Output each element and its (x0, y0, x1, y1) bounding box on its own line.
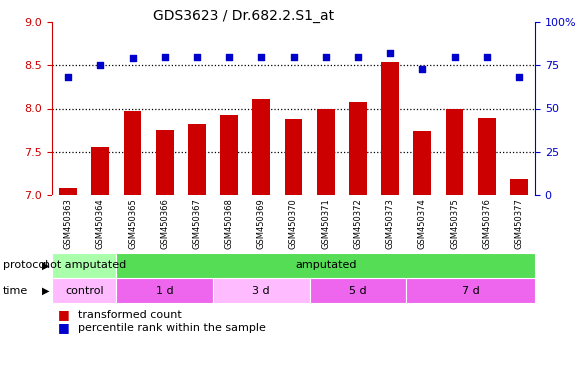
Text: ■: ■ (58, 321, 70, 334)
Text: GSM450377: GSM450377 (514, 198, 523, 249)
Text: GSM450366: GSM450366 (160, 198, 169, 249)
Text: 3 d: 3 d (252, 285, 270, 296)
Text: GSM450367: GSM450367 (193, 198, 201, 249)
Bar (124, 111, 142, 195)
Point (514, 74, 524, 80)
Bar (92, 147, 109, 195)
Bar (59, 188, 77, 195)
Bar (52, 253, 117, 278)
Bar (188, 124, 206, 195)
Bar (510, 179, 528, 195)
Point (96, 62, 105, 68)
Text: protocol: protocol (3, 260, 48, 270)
Point (160, 53, 169, 60)
Text: GSM450365: GSM450365 (128, 198, 137, 249)
Text: amputated: amputated (295, 260, 357, 270)
Bar (117, 278, 213, 303)
Text: percentile rank within the sample: percentile rank within the sample (78, 323, 266, 333)
Bar (252, 99, 270, 195)
Text: GSM450370: GSM450370 (289, 198, 298, 249)
Point (450, 53, 459, 60)
Text: GSM450364: GSM450364 (96, 198, 105, 249)
Text: GSM450369: GSM450369 (257, 198, 266, 249)
Bar (414, 131, 431, 195)
Point (418, 66, 427, 72)
Text: GSM450371: GSM450371 (321, 198, 330, 249)
Text: 1 d: 1 d (156, 285, 173, 296)
Text: time: time (3, 285, 28, 296)
Text: not amputated: not amputated (42, 260, 126, 270)
Bar (317, 109, 335, 195)
Point (192, 53, 201, 60)
Point (257, 53, 266, 60)
Bar (349, 103, 367, 195)
Point (63, 74, 72, 80)
Text: ■: ■ (58, 308, 70, 321)
Text: 5 d: 5 d (349, 285, 367, 296)
Text: GSM450363: GSM450363 (64, 198, 72, 249)
Text: ▶: ▶ (42, 285, 49, 296)
Bar (52, 278, 117, 303)
Point (224, 53, 234, 60)
Text: GSM450372: GSM450372 (353, 198, 362, 249)
Text: 7 d: 7 d (462, 285, 480, 296)
Text: GSM450374: GSM450374 (418, 198, 427, 249)
Point (321, 53, 331, 60)
Text: control: control (65, 285, 103, 296)
Bar (220, 116, 238, 195)
Point (386, 50, 395, 56)
Point (482, 53, 491, 60)
Bar (406, 278, 535, 303)
Point (128, 55, 137, 61)
Text: GSM450373: GSM450373 (386, 198, 394, 249)
Text: GSM450376: GSM450376 (482, 198, 491, 249)
Bar (478, 118, 495, 195)
Text: ▶: ▶ (42, 260, 49, 270)
Text: transformed count: transformed count (78, 310, 182, 320)
Bar (310, 278, 406, 303)
Text: GSM450368: GSM450368 (224, 198, 234, 249)
Bar (117, 253, 535, 278)
Point (353, 53, 362, 60)
Bar (156, 130, 173, 195)
Bar (285, 119, 302, 195)
Point (289, 53, 298, 60)
Bar (213, 278, 310, 303)
Text: GSM450375: GSM450375 (450, 198, 459, 249)
Bar (445, 109, 463, 195)
Text: GDS3623 / Dr.682.2.S1_at: GDS3623 / Dr.682.2.S1_at (153, 9, 334, 23)
Bar (381, 62, 399, 195)
